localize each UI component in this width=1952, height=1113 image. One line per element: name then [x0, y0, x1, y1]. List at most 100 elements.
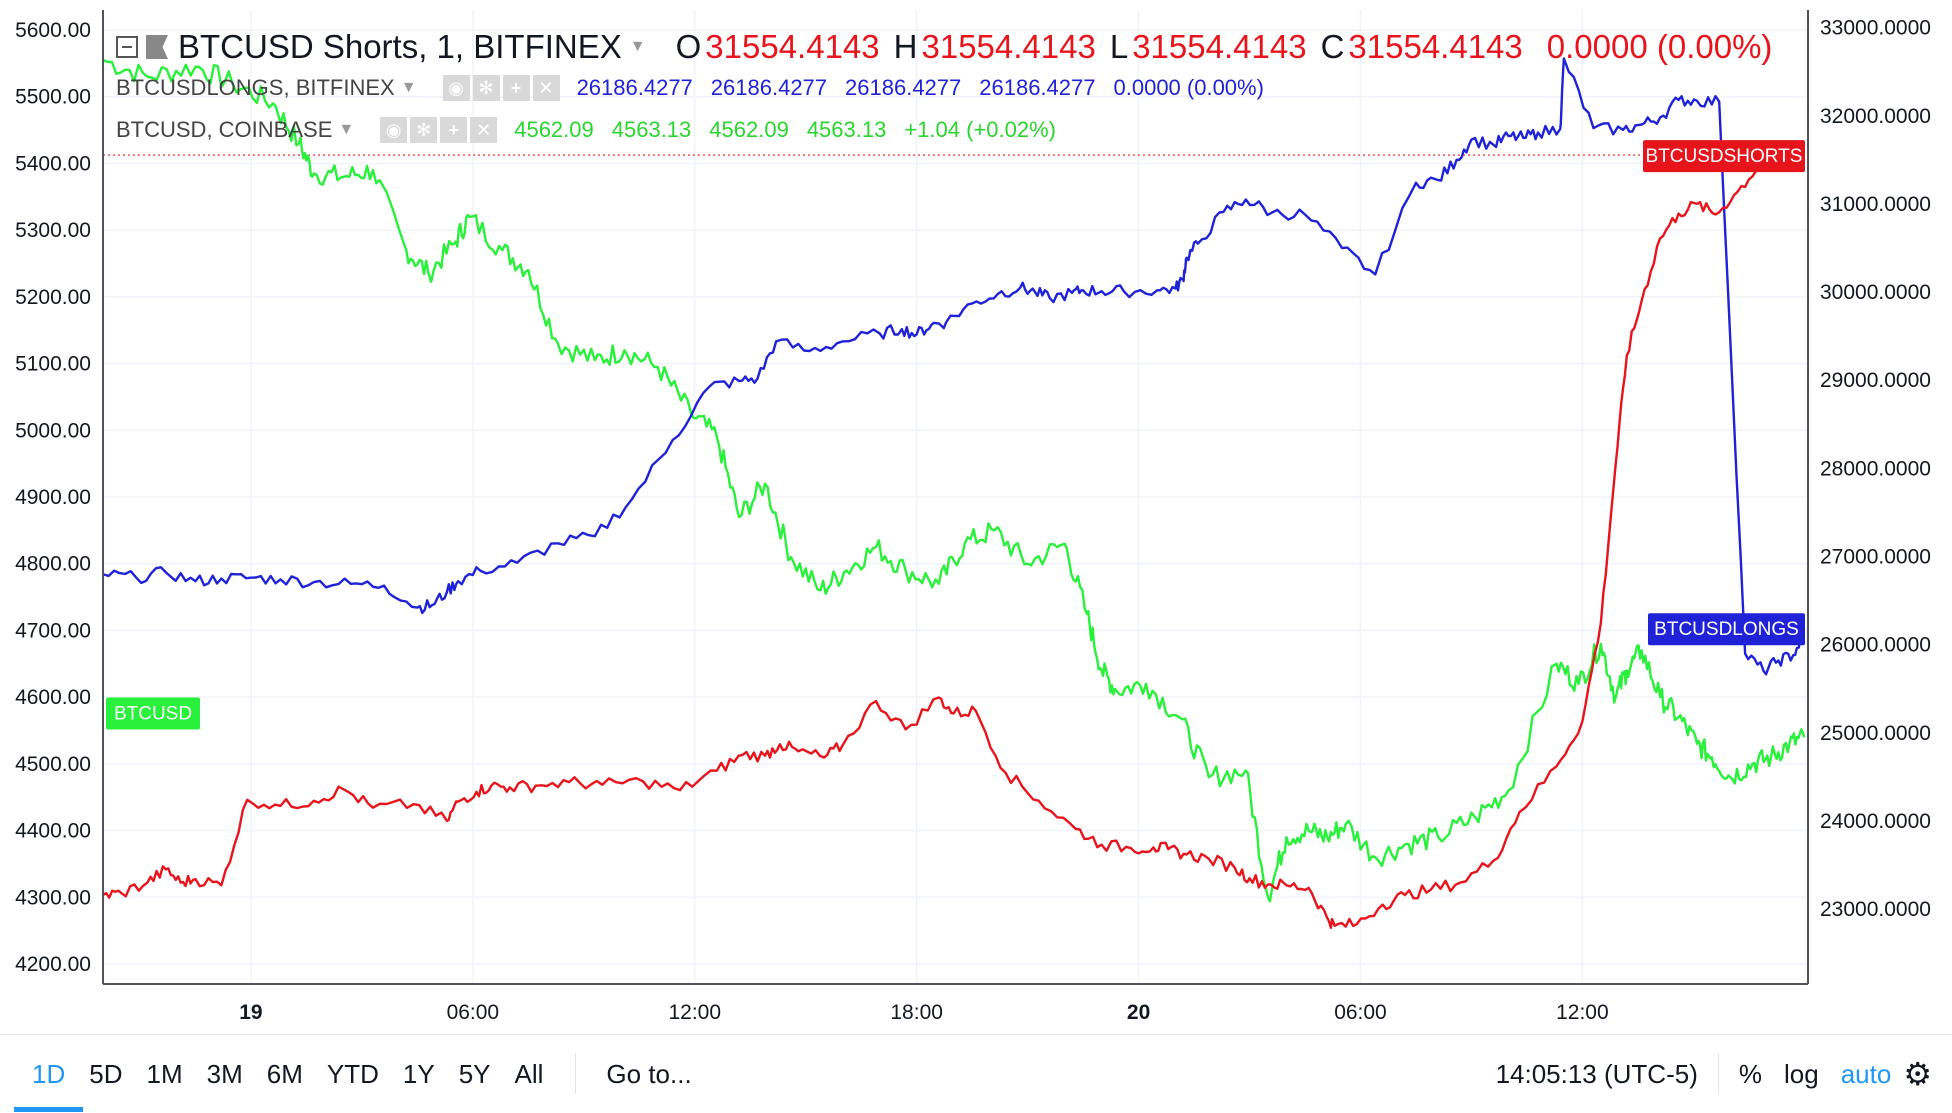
- series-tag-label: BTCUSDLONGS: [1654, 619, 1799, 640]
- right-axis-tick-label: 30000.0000: [1820, 281, 1931, 304]
- toolbar-divider: [575, 1054, 577, 1094]
- clock-display[interactable]: 14:05:13 (UTC-5): [1495, 1058, 1698, 1089]
- x-axis-tick-label: 12:00: [1556, 1001, 1609, 1024]
- close-icon[interactable]: ✕: [470, 117, 498, 143]
- plus-icon[interactable]: +: [440, 117, 468, 143]
- series-tag-btcusdshorts: BTCUSDSHORTS: [1643, 140, 1805, 173]
- coinbase-low: 4562.09: [709, 117, 789, 142]
- x-axis-tick-label: 06:00: [1334, 1001, 1387, 1024]
- chart-canvas[interactable]: 5600.00 5500.00 5400.00 5300.00 5200.00 5100.…: [0, 0, 1952, 1034]
- left-axis-tick-label: 5400.00: [15, 152, 91, 175]
- grid: [0, 0, 1952, 1034]
- plus-icon[interactable]: +: [502, 75, 530, 101]
- close-icon[interactable]: ✕: [532, 75, 560, 101]
- axes[interactable]: 5600.00 5500.00 5400.00 5300.00 5200.00 5100.…: [15, 10, 1931, 1024]
- series-layer: [102, 57, 1806, 929]
- range-1d-button[interactable]: 1D: [13, 1058, 84, 1112]
- right-axis-tick-label: 25000.0000: [1820, 722, 1931, 745]
- coinbase-open: 4562.09: [514, 117, 594, 142]
- eye-icon[interactable]: ◉: [380, 117, 408, 143]
- left-axis-tick-label: 5000.00: [15, 419, 91, 442]
- x-axis-tick-label: 19: [239, 1001, 262, 1024]
- left-axis-tick-label: 4700.00: [15, 619, 91, 642]
- high-key: H: [893, 28, 918, 65]
- left-axis-tick-label: 4800.00: [15, 553, 91, 576]
- close-key: C: [1320, 28, 1345, 65]
- x-axis-tick-label: 12:00: [668, 1001, 721, 1024]
- settings-icon[interactable]: ✻: [410, 117, 438, 143]
- longs-legend-name[interactable]: BTCUSDLONGS, BITFINEX: [116, 75, 395, 100]
- caret-down-icon[interactable]: ▼: [629, 38, 646, 55]
- coinbase-high: 4563.13: [611, 117, 692, 142]
- range-ytd-button[interactable]: YTD: [326, 1058, 379, 1089]
- high-value: 31554.4143: [921, 28, 1096, 65]
- open-key: O: [675, 28, 702, 65]
- toolbar-divider: [1717, 1054, 1719, 1094]
- longs-high: 26186.4277: [710, 75, 828, 100]
- left-axis-tick-label: 5300.00: [15, 219, 91, 242]
- left-axis-tick-label: 5600.00: [15, 19, 91, 42]
- chart-background: [0, 0, 1952, 1034]
- series-line-btcusdshorts[interactable]: [102, 144, 1806, 929]
- longs-change: 0.0000 (0.00%): [1113, 75, 1264, 100]
- range-6m-button[interactable]: 6M: [266, 1058, 303, 1089]
- collapse-icon[interactable]: [116, 36, 138, 58]
- series-tags: BTCUSD BTCUSDSHORTS BTCUSDLONGS: [106, 140, 1805, 730]
- range-1m-button[interactable]: 1M: [146, 1058, 183, 1089]
- low-value: 31554.4143: [1132, 28, 1307, 65]
- right-axis-tick-label: 27000.0000: [1820, 545, 1931, 568]
- left-axis-tick-label: 4400.00: [15, 820, 91, 843]
- series-line-btcusd[interactable]: [102, 58, 1806, 903]
- range-5d-button[interactable]: 5D: [89, 1058, 123, 1089]
- left-axis-tick-label: 5500.00: [15, 86, 91, 109]
- symbol-title[interactable]: BTCUSD Shorts, 1, BITFINEX: [178, 28, 622, 65]
- left-axis-tick-label: 4200.00: [15, 953, 91, 976]
- left-axis-tick-label: 4500.00: [15, 753, 91, 776]
- longs-low: 26186.4277: [845, 75, 962, 100]
- coinbase-legend: BTCUSD, COINBASE ▼ ◉ ✻ + ✕ 4562.09 4563.…: [116, 115, 1074, 145]
- x-axis-tick-label: 06:00: [447, 1001, 500, 1024]
- right-axis-tick-label: 29000.0000: [1820, 369, 1931, 392]
- close-value: 31554.4143: [1348, 28, 1523, 65]
- eye-icon[interactable]: ◉: [442, 75, 470, 101]
- range-1y-button[interactable]: 1Y: [402, 1058, 435, 1089]
- range-5y-button[interactable]: 5Y: [458, 1058, 491, 1089]
- series-tag-label: BTCUSDSHORTS: [1646, 146, 1803, 167]
- main-series-legend: BTCUSD Shorts, 1, BITFINEX ▼ O 31554.4143…: [116, 26, 1772, 68]
- right-axis-tick-label: 24000.0000: [1820, 810, 1931, 833]
- left-axis-tick-label: 5200.00: [15, 286, 91, 309]
- left-axis-tick-label: 4600.00: [15, 686, 91, 709]
- range-all-button[interactable]: All: [514, 1058, 544, 1089]
- low-key: L: [1109, 28, 1129, 65]
- right-axis-tick-label: 23000.0000: [1820, 898, 1931, 921]
- series-tag-btcusdlongs: BTCUSDLONGS: [1648, 613, 1805, 646]
- left-axis-tick-label: 5100.00: [15, 353, 91, 376]
- right-axis-tick-label: 26000.0000: [1820, 634, 1931, 657]
- flag-icon[interactable]: [146, 35, 168, 59]
- coinbase-legend-name[interactable]: BTCUSD, COINBASE: [116, 117, 333, 142]
- bottom-toolbar: 1D 5D 1M 3M 6M YTD 1Y 5Y All Go to... 14…: [0, 1034, 1952, 1113]
- goto-button[interactable]: Go to...: [606, 1058, 692, 1089]
- gear-icon[interactable]: ⚙: [1903, 1056, 1932, 1092]
- caret-down-icon[interactable]: ▼: [338, 121, 355, 138]
- longs-controls: ◉ ✻ + ✕: [442, 75, 563, 101]
- left-axis-tick-label: 4900.00: [15, 486, 91, 509]
- auto-scale-button[interactable]: auto: [1840, 1058, 1892, 1089]
- coinbase-change: +1.04 (+0.02%): [904, 117, 1057, 142]
- left-axis-tick-label: 4300.00: [15, 886, 91, 909]
- settings-icon[interactable]: ✻: [472, 75, 500, 101]
- x-axis-tick-label: 18:00: [890, 1001, 943, 1024]
- right-axis-tick-label: 32000.0000: [1820, 105, 1931, 128]
- caret-down-icon[interactable]: ▼: [400, 79, 417, 96]
- coinbase-controls: ◉ ✻ + ✕: [380, 117, 500, 143]
- log-scale-button[interactable]: log: [1784, 1058, 1819, 1089]
- change-value: 0.0000 (0.00%): [1546, 28, 1773, 65]
- series-tag-label: BTCUSD: [114, 703, 192, 724]
- series-tag-btcusd: BTCUSD: [106, 697, 200, 730]
- x-axis-tick-label: 20: [1127, 1001, 1150, 1024]
- percent-scale-button[interactable]: %: [1738, 1058, 1762, 1089]
- open-value: 31554.4143: [705, 28, 880, 65]
- series-line-btcusdlongs[interactable]: [102, 57, 1805, 676]
- range-3m-button[interactable]: 3M: [206, 1058, 243, 1089]
